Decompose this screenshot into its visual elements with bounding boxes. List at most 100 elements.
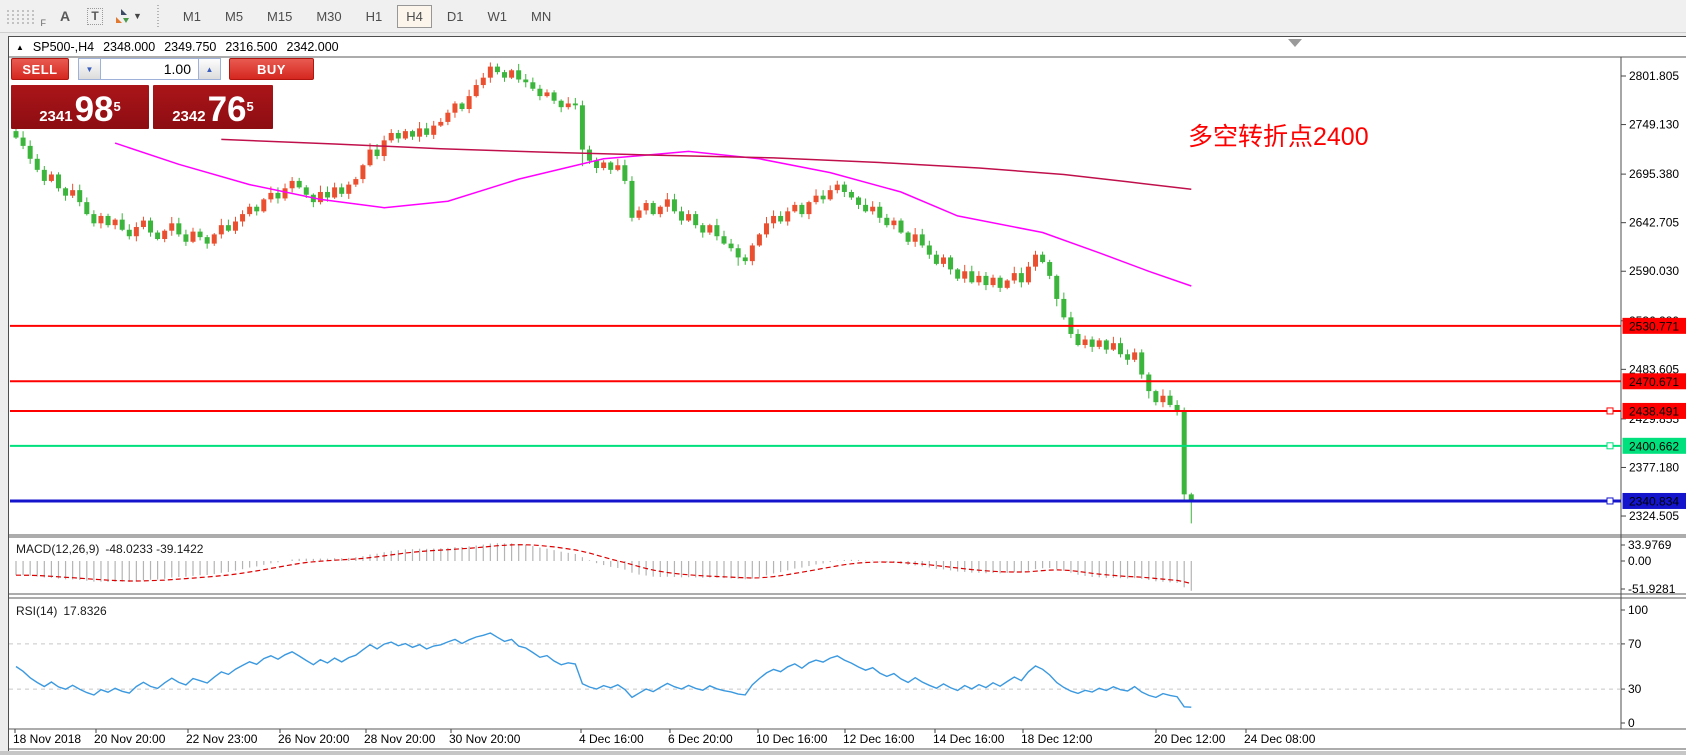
macd-axis-label: 33.9769	[1628, 538, 1672, 552]
collapse-triangle-icon[interactable]: ▲	[16, 42, 24, 52]
macd-axis-label: 0.00	[1628, 554, 1652, 568]
candle	[126, 229, 132, 237]
candle	[112, 219, 118, 226]
quote-boxes-row: 2341 98 5 2342 76 5	[11, 85, 315, 129]
candle	[933, 254, 939, 264]
candle	[955, 269, 961, 279]
candle	[70, 190, 76, 196]
candle	[841, 184, 847, 192]
sell-button[interactable]: SELL	[11, 58, 69, 80]
candle	[225, 225, 231, 231]
candle	[608, 162, 614, 170]
candle	[848, 191, 854, 198]
price-line-tag: 2530.771	[1629, 319, 1679, 333]
price-tick-label: 2749.130	[1629, 118, 1679, 132]
grip-f-label: F	[40, 18, 47, 28]
candle	[353, 179, 359, 185]
candle	[63, 188, 69, 196]
timeframe-h1[interactable]: H1	[365, 8, 383, 24]
timeframe-m15[interactable]: M15	[267, 8, 293, 24]
panel-borders	[9, 39, 1686, 750]
candle	[813, 195, 819, 203]
ma-crimson	[221, 138, 1192, 190]
candle	[1089, 339, 1095, 347]
volume-increase-button[interactable]: ▲	[198, 58, 221, 80]
candle	[502, 72, 508, 78]
candle	[494, 66, 500, 73]
timeframe-mn[interactable]: MN	[531, 8, 552, 24]
text-box-glyph: T	[87, 7, 103, 25]
timeframe-m1[interactable]: M1	[182, 8, 201, 24]
grip-dots-icon	[7, 10, 34, 24]
text-label-tool-button[interactable]: T	[82, 3, 108, 29]
dropdown-caret-icon: ▼	[133, 11, 142, 21]
time-axis-label: 22 Nov 23:00	[186, 732, 258, 746]
candle	[1160, 395, 1166, 403]
candle	[176, 223, 182, 235]
candle	[183, 234, 189, 242]
candle	[735, 248, 741, 258]
candle	[1188, 494, 1194, 500]
timeframe-m5[interactable]: M5	[224, 8, 244, 24]
candle	[1103, 340, 1109, 350]
time-axis-label: 18 Dec 12:00	[1021, 732, 1093, 746]
candle	[325, 191, 331, 198]
candle	[884, 217, 890, 226]
candle	[13, 131, 19, 138]
candle	[778, 215, 784, 222]
candle	[615, 165, 621, 170]
candle	[459, 103, 465, 110]
time-axis-label: 20 Nov 20:00	[94, 732, 166, 746]
candle	[395, 132, 401, 139]
candle	[636, 210, 642, 218]
ask-price-box[interactable]: 2342 76 5	[153, 85, 273, 129]
macd-signal-line	[16, 544, 1192, 585]
price-line-tag: 2438.491	[1629, 404, 1679, 418]
candle	[1125, 354, 1131, 360]
volume-decrease-button[interactable]: ▼	[78, 58, 101, 80]
candle	[544, 92, 550, 97]
price-tick-label: 2324.505	[1629, 509, 1679, 523]
rsi-name: RSI(14)	[16, 604, 58, 618]
candle	[948, 257, 954, 270]
toolbar-separator	[154, 5, 163, 27]
candle	[806, 202, 812, 215]
candle	[1075, 333, 1081, 346]
toolbar-grip-icon[interactable]: F	[4, 4, 50, 28]
candle	[211, 234, 217, 244]
shapes-tool-button[interactable]: ▼	[112, 3, 143, 29]
rsi-axis-label: 30	[1628, 682, 1642, 696]
candle	[1146, 374, 1152, 392]
timeframe-d1[interactable]: D1	[446, 8, 464, 24]
timeframe-w1[interactable]: W1	[487, 8, 508, 24]
volume-input[interactable]	[101, 58, 198, 80]
one-click-trading-panel: SELL ▼ ▲ BUY 2341 98 5 2342 76 5	[11, 58, 315, 129]
price-tick-label: 2695.380	[1629, 167, 1679, 181]
chart-canvas[interactable]: 2801.805 2749.130 2695.380 2642.705 2590.030…	[9, 37, 1686, 751]
arrow-text-tool-button[interactable]: A	[59, 8, 71, 24]
candle	[572, 103, 578, 106]
candle	[1040, 254, 1046, 263]
candle	[41, 169, 47, 181]
candlestick-series	[13, 62, 1194, 524]
candle	[516, 70, 522, 80]
rsi-value: 17.8326	[63, 604, 107, 618]
candle	[523, 79, 529, 83]
bid-price-box[interactable]: 2341 98 5	[11, 85, 149, 129]
chart-annotation-text[interactable]: 多空转折点2400	[1188, 123, 1369, 151]
candle	[870, 206, 876, 212]
timeframe-h4[interactable]: H4	[397, 4, 432, 28]
buy-button[interactable]: BUY	[229, 58, 314, 80]
candle	[190, 231, 196, 242]
horizontal-price-lines[interactable]: 2530.771 2470.671 2438.491 2400.662 2340.834	[10, 317, 1686, 509]
candle	[997, 277, 1003, 288]
candle	[686, 214, 692, 221]
timeframe-m30[interactable]: M30	[316, 8, 342, 24]
candle	[622, 165, 628, 181]
candle	[551, 92, 557, 101]
candle	[990, 277, 996, 286]
candle	[1061, 298, 1067, 318]
candle	[105, 215, 111, 226]
rsi-axis-label: 70	[1628, 637, 1642, 651]
candle	[367, 149, 373, 166]
